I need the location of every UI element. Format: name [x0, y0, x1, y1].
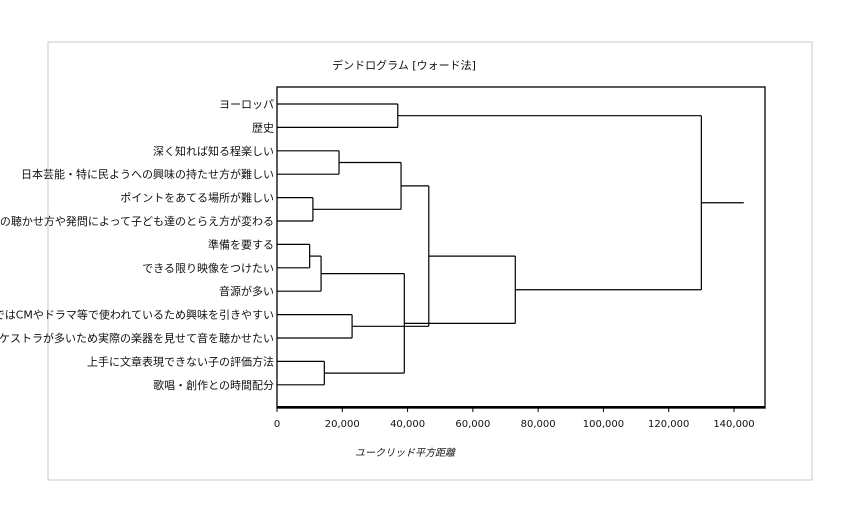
x-tick-label: 20,000	[325, 419, 360, 430]
x-tick-label: 120,000	[648, 419, 689, 430]
x-axis-title: ユークリッド平方距離	[355, 447, 457, 459]
leaf-label: 深く知れば知る程楽しい	[153, 144, 274, 158]
x-tick-label: 40,000	[390, 419, 425, 430]
leaf-label: 歌唱・創作との時間配分	[153, 378, 274, 392]
x-tick-label: 100,000	[583, 419, 624, 430]
leaf-label: 日本芸能・特に民ようへの興味の持たせ方が難しい	[21, 167, 274, 181]
leaf-label: 音源が多い	[219, 284, 274, 298]
leaf-label: 上手に文章表現できない子の評価方法	[87, 354, 274, 368]
leaf-label: ポイントをあてる場所が難しい	[120, 191, 274, 205]
leaf-label: オーケストラが多いため実際の楽器を見せて音を聴かせたい	[0, 331, 274, 345]
leaf-label: ヨーロッパ	[219, 98, 274, 111]
leaf-label: できる限り映像をつけたい	[142, 262, 274, 275]
plot-frame	[276, 86, 766, 409]
leaf-label: 準備を要する	[208, 237, 274, 251]
leaf-label: 歴史	[252, 121, 274, 134]
x-tick-label: 80,000	[521, 419, 556, 430]
figure-border	[47, 41, 813, 481]
x-tick-label: 140,000	[713, 419, 754, 430]
leaf-label: 最近ではCMやドラマ等で使われているため興味を引きやすい	[0, 308, 274, 322]
x-tick-label: 0	[274, 419, 280, 430]
x-tick-label: 60,000	[455, 419, 490, 430]
leaf-label: 曲の聴かせ方や発問によって子ども達のとらえ方が変わる	[0, 214, 274, 228]
chart-title: デンドログラム [ウォード法]	[332, 58, 476, 72]
